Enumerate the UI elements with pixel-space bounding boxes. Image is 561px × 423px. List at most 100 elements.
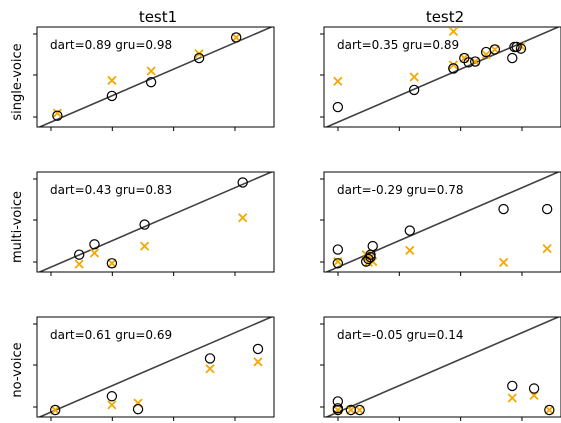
gru-point [354, 404, 365, 416]
gru-point [89, 239, 100, 250]
gru-point [463, 57, 474, 68]
dart-series [333, 390, 554, 415]
dart-point [405, 245, 415, 256]
row-label-no-voice: no-voice [10, 342, 25, 397]
dart-point [507, 393, 517, 403]
dart-point [253, 357, 263, 367]
dart-point [139, 241, 150, 251]
gru-point [507, 52, 518, 64]
axes-frame [36, 316, 275, 418]
gru-point [106, 90, 118, 102]
dart-point [146, 66, 156, 76]
dart-point [448, 27, 459, 37]
gru-point [404, 225, 415, 236]
gru-point [544, 404, 555, 416]
axes-frame [323, 171, 561, 273]
column-title-test2: test2 [426, 8, 464, 26]
dart-point [346, 405, 356, 415]
panels-group: dart=0.89 gru=0.98 dart=0.35 gru=0.89 dart… [33, 26, 561, 421]
dart-point [52, 108, 63, 118]
gru-point [470, 56, 481, 67]
gru-point [139, 219, 150, 230]
dart-point [498, 257, 509, 268]
gru-point [408, 84, 420, 96]
gru-point [541, 203, 553, 215]
diagonal-line [37, 317, 274, 417]
gru-point [73, 249, 85, 260]
axes-frame [323, 316, 561, 418]
gru-point [145, 76, 157, 88]
dart-point [107, 400, 117, 410]
gru-point [193, 52, 205, 64]
dart-point [50, 405, 60, 415]
dart-point [89, 248, 100, 258]
dart-series [74, 213, 248, 269]
gru-point [252, 343, 264, 355]
dart-point [205, 364, 215, 374]
dart-point [481, 50, 491, 60]
gru-point [365, 252, 376, 263]
gru-point [332, 244, 344, 255]
dart-point [107, 75, 117, 86]
gru-point [511, 41, 522, 53]
gru-point [332, 101, 344, 113]
gru-point [332, 404, 344, 416]
dart-point [459, 53, 469, 63]
gru-point [50, 404, 61, 416]
dart-point [74, 259, 84, 269]
dart-point [448, 60, 459, 70]
gru-series [50, 343, 264, 416]
dart-point [490, 44, 500, 55]
column-title-test1: test1 [139, 8, 177, 26]
gru-point [106, 391, 118, 402]
dart-series [333, 27, 526, 86]
gru-series [332, 41, 527, 113]
axes-frame [36, 171, 275, 273]
panel-annotation: dart=0.35 gru=0.89 [337, 38, 459, 52]
dart-point [333, 76, 343, 86]
axes-frame [323, 26, 561, 128]
panel-none-test1: dart=0.61 gru=0.69 [33, 316, 275, 421]
panel-single-test2: dart=0.35 gru=0.89 [320, 26, 561, 131]
gru-point [515, 43, 527, 54]
panel-multi-test1: dart=0.43 gru=0.83 [33, 171, 275, 276]
dart-series [52, 32, 241, 118]
gru-point [498, 203, 509, 215]
panel-single-test1: dart=0.89 gru=0.98 [33, 26, 275, 131]
row-label-single-voice: single-voice [10, 43, 25, 120]
panel-multi-test2: dart=-0.29 gru=0.78 [320, 171, 561, 276]
panel-annotation: dart=0.61 gru=0.69 [50, 328, 172, 342]
panel-annotation: dart=-0.29 gru=0.78 [337, 183, 463, 197]
panel-annotation: dart=0.89 gru=0.98 [50, 38, 172, 52]
gru-point [132, 403, 144, 415]
gru-series [332, 203, 553, 269]
dart-point [107, 258, 117, 268]
row-label-multi-voice: multi-voice [10, 191, 25, 263]
gru-point [204, 353, 216, 364]
dart-point [544, 405, 554, 415]
dart-point [355, 405, 365, 415]
gru-point [367, 240, 378, 252]
gru-series [73, 177, 248, 269]
dart-point [231, 32, 241, 43]
gru-point [528, 383, 540, 394]
diagonal-line [324, 27, 561, 127]
panel-annotation: dart=0.43 gru=0.83 [50, 183, 172, 197]
gru-series [52, 32, 242, 121]
gru-point [448, 63, 459, 74]
dart-point [409, 72, 419, 82]
panel-none-test2: dart=-0.05 gru=0.14 [320, 316, 561, 421]
diagonal-line [324, 172, 561, 272]
gru-point [332, 258, 344, 269]
panel-annotation: dart=-0.05 gru=0.14 [337, 328, 463, 342]
gru-point [489, 44, 501, 55]
gru-point [507, 380, 518, 392]
diagonal-line [324, 317, 561, 417]
gru-point [106, 258, 118, 269]
gru-series [332, 380, 555, 416]
dart-series [50, 357, 263, 415]
gru-point [237, 177, 248, 188]
dart-point [542, 244, 552, 254]
gru-point [230, 32, 242, 43]
